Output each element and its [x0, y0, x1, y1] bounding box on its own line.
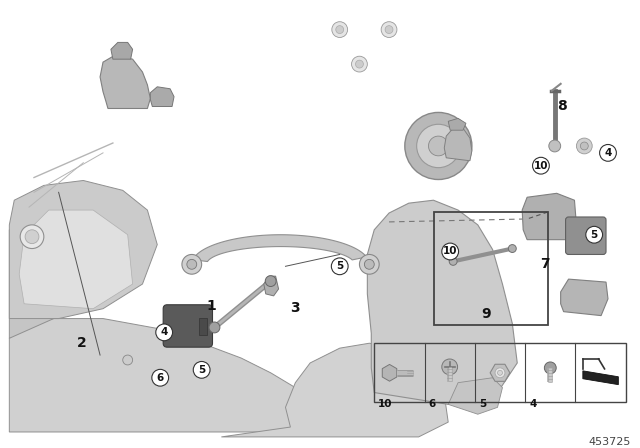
Circle shape	[545, 362, 556, 374]
Circle shape	[152, 369, 168, 386]
Circle shape	[123, 355, 132, 365]
Text: 4: 4	[529, 400, 536, 409]
Text: 9: 9	[481, 306, 490, 321]
Polygon shape	[10, 225, 59, 338]
Polygon shape	[10, 181, 157, 319]
Circle shape	[193, 362, 210, 378]
Text: 10: 10	[443, 246, 458, 257]
Circle shape	[381, 22, 397, 38]
Polygon shape	[367, 200, 517, 405]
Circle shape	[551, 142, 559, 150]
Circle shape	[497, 370, 502, 375]
Text: 10: 10	[534, 161, 548, 171]
Text: 5: 5	[479, 400, 486, 409]
Text: 10: 10	[378, 400, 393, 409]
Circle shape	[385, 26, 393, 34]
Circle shape	[20, 225, 44, 249]
Circle shape	[405, 112, 472, 180]
Circle shape	[580, 142, 588, 150]
Circle shape	[495, 368, 505, 378]
Circle shape	[577, 138, 592, 154]
Polygon shape	[193, 235, 367, 262]
Circle shape	[336, 26, 344, 34]
Circle shape	[586, 226, 603, 243]
Text: 5: 5	[591, 230, 598, 240]
FancyBboxPatch shape	[163, 305, 212, 347]
Bar	[374, 343, 626, 402]
Circle shape	[25, 230, 39, 244]
Polygon shape	[490, 364, 510, 381]
Polygon shape	[10, 319, 310, 432]
Polygon shape	[264, 276, 278, 296]
Polygon shape	[100, 55, 150, 108]
Circle shape	[351, 56, 367, 72]
Circle shape	[332, 258, 348, 275]
Text: 5: 5	[198, 365, 205, 375]
Polygon shape	[583, 371, 618, 385]
Text: 6: 6	[157, 373, 164, 383]
Circle shape	[156, 324, 173, 341]
Circle shape	[364, 259, 374, 269]
Text: 1: 1	[207, 299, 216, 313]
Text: 4: 4	[604, 148, 612, 158]
Circle shape	[265, 276, 276, 287]
Bar	[198, 318, 207, 336]
Polygon shape	[382, 364, 397, 381]
Circle shape	[532, 157, 549, 174]
Circle shape	[508, 245, 516, 253]
Circle shape	[332, 22, 348, 38]
Text: 7: 7	[540, 257, 550, 271]
Polygon shape	[150, 87, 174, 107]
Circle shape	[182, 254, 202, 274]
FancyBboxPatch shape	[566, 217, 606, 254]
Circle shape	[429, 136, 448, 156]
Text: 6: 6	[429, 400, 436, 409]
Text: 3: 3	[291, 301, 300, 314]
Circle shape	[417, 124, 460, 168]
Polygon shape	[448, 118, 466, 130]
Polygon shape	[522, 193, 577, 240]
Circle shape	[449, 258, 457, 265]
Text: 2: 2	[76, 336, 86, 350]
Circle shape	[187, 259, 196, 269]
Polygon shape	[221, 343, 448, 437]
Circle shape	[442, 359, 458, 375]
Polygon shape	[444, 128, 472, 161]
Circle shape	[209, 322, 220, 333]
Circle shape	[360, 254, 379, 274]
Text: 5: 5	[336, 261, 343, 271]
Polygon shape	[448, 378, 502, 414]
Polygon shape	[19, 210, 132, 309]
Circle shape	[442, 243, 459, 260]
Polygon shape	[561, 279, 608, 315]
Circle shape	[600, 145, 616, 161]
Text: 4: 4	[161, 327, 168, 337]
Circle shape	[355, 60, 364, 68]
Circle shape	[549, 140, 561, 152]
Text: 453725: 453725	[588, 437, 630, 447]
Polygon shape	[111, 43, 132, 59]
Text: 8: 8	[557, 99, 566, 112]
Bar	[435, 212, 548, 325]
